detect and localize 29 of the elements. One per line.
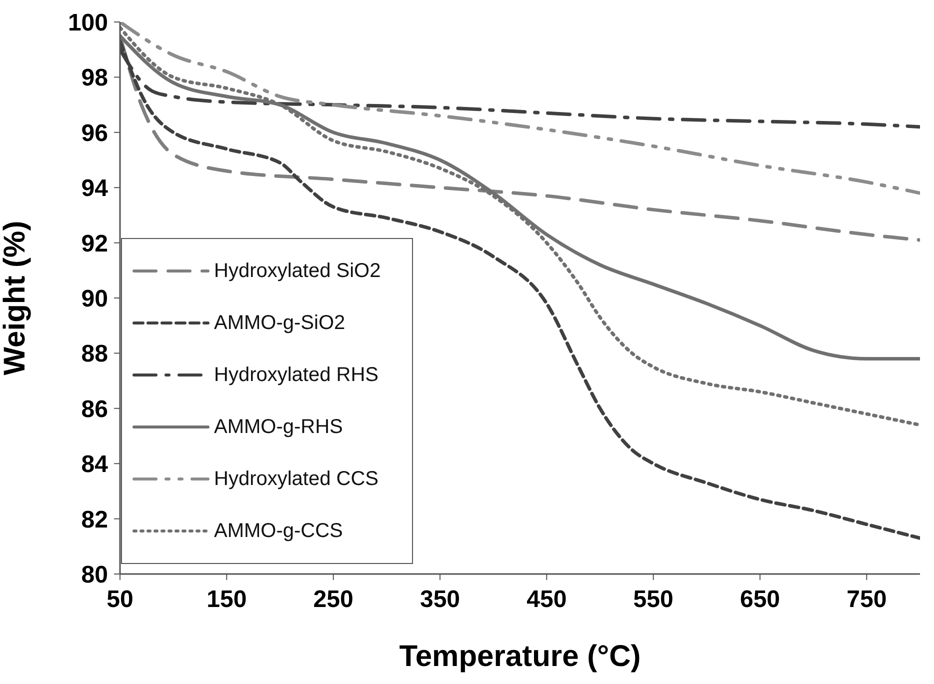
legend-label: Hydroxylated CCS [214,468,379,490]
x-tick-label: 350 [420,586,460,614]
x-tick-label: 50 [106,586,134,614]
y-tick-label: 98 [81,64,108,92]
x-axis-title: Temperature (°C) [399,640,641,673]
x-tick-label: 650 [740,586,780,614]
y-axis-title: Weight (%) [0,220,32,376]
legend-label: AMMO-g-CCS [214,520,343,542]
x-tick-label: 250 [313,586,354,614]
y-tick-label: 86 [81,396,108,423]
y-tick-label: 92 [81,230,108,258]
y-tick-label: 84 [81,451,109,478]
y-tick-label: 88 [81,340,108,368]
line-series [120,40,920,540]
legend-label: AMMO-g-RHS [214,416,343,438]
x-tick-label: 550 [633,586,674,614]
y-tick-label: 90 [81,286,108,313]
y-tick-label: 96 [81,120,108,147]
legend-label: Hydroxylated SiO2 [214,260,381,282]
y-tick-label: 100 [68,10,108,37]
legend-label: Hydroxylated RHS [214,364,379,386]
y-tick-label: 80 [81,562,108,589]
y-tick-label: 94 [81,175,109,202]
x-tick-label: 450 [526,586,567,614]
y-tick-label: 82 [81,506,108,534]
line-series [120,22,920,195]
x-tick-label: 750 [846,586,887,614]
legend-label: AMMO-g-SiO2 [214,312,346,334]
x-tick-label: 150 [206,586,247,614]
